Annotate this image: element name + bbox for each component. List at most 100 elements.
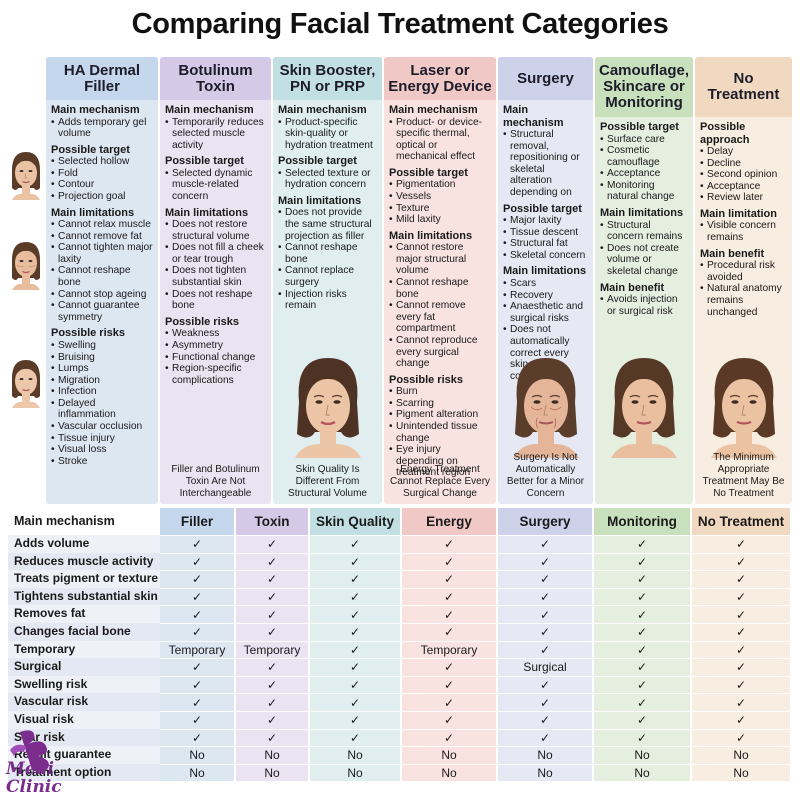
table-header-cell: Monitoring — [594, 508, 692, 535]
table-header-row: Main mechanism Filler Toxin Skin Quality… — [8, 508, 792, 535]
list-item: Texture — [389, 203, 491, 215]
list-item: Cannot restore major structural volume — [389, 242, 491, 277]
table-cell: ✓ — [498, 710, 594, 729]
row-label: Treats pigment or texture — [8, 570, 160, 588]
list-item: Structural fat — [503, 238, 588, 250]
list-item: Migration — [51, 375, 153, 387]
list-item: Recovery — [503, 290, 588, 302]
table-cell: No — [594, 746, 692, 764]
table-row: Result guarantee No No No No No No No — [8, 746, 792, 764]
list-item: Pigment alteration — [389, 409, 491, 421]
table-cell: ✓ — [160, 605, 236, 623]
table-cell: ✓ — [594, 552, 692, 571]
page-title: Comparing Facial Treatment Categories — [131, 8, 669, 40]
table-cell: No — [402, 746, 498, 764]
table-cell: ✓ — [160, 587, 236, 606]
table-cell: ✓ — [498, 693, 594, 711]
table-row: Treats pigment or texture ✓ ✓ ✓ ✓ ✓ ✓ ✓ — [8, 570, 792, 588]
table-header-cell: Surgery — [498, 508, 594, 535]
table-cell: ✓ — [594, 658, 692, 676]
list-item: Adds temporary gel volume — [51, 117, 153, 140]
list-item: Cannot reshape bone — [278, 242, 377, 265]
section-title: Main mechanism — [51, 104, 140, 116]
list-item: Mild laxity — [389, 214, 491, 226]
table-cell: ✓ — [692, 710, 792, 729]
table-cell: ✓ — [310, 587, 402, 606]
table-row: Removes fat ✓ ✓ ✓ ✓ ✓ ✓ ✓ — [8, 605, 792, 623]
table-row: Surgical ✓ ✓ ✓ ✓ Surgical ✓ ✓ — [8, 658, 792, 676]
table-cell: ✓ — [402, 535, 498, 553]
list-item: Contour — [51, 179, 153, 191]
table-cell: ✓ — [236, 552, 310, 571]
row-label: Surgical — [8, 658, 160, 676]
section-title: Possible risks — [51, 327, 125, 340]
table-cell: ✓ — [160, 535, 236, 553]
table-cell: ✓ — [160, 570, 236, 588]
face-illustration-marked — [12, 242, 40, 290]
column-header: HA Dermal Filler — [46, 57, 158, 100]
section-title: Possible target — [600, 121, 679, 133]
section-title: Main limitations — [165, 206, 249, 219]
section-title: Main benefit — [600, 281, 665, 294]
section-list: Product- or device-specific thermal, opt… — [389, 117, 491, 163]
table-cell: ✓ — [402, 587, 498, 606]
table-row: Reduces muscle activity ✓ ✓ ✓ ✓ ✓ ✓ ✓ — [8, 552, 792, 571]
list-item: Does not provide the same structural pro… — [278, 207, 377, 242]
list-item: Functional change — [165, 352, 266, 364]
column-surgery: Surgery Main mechanismStructural removal… — [498, 57, 593, 504]
table-cell: No — [402, 763, 498, 782]
list-item: Selected hollow — [51, 156, 153, 168]
list-item: Does not tighten substantial skin — [165, 265, 266, 288]
face-portrait-neutral — [611, 358, 677, 458]
list-item: Second opinion — [700, 169, 787, 181]
table-row: Scar risk ✓ ✓ ✓ ✓ ✓ ✓ ✓ — [8, 728, 792, 747]
list-item: Lumps — [51, 363, 153, 375]
section-title: Main limitations — [278, 194, 362, 207]
section-title: Possible target — [503, 202, 582, 215]
table-cell: No — [498, 746, 594, 764]
section-title: Possible target — [51, 143, 130, 156]
section-title: Main limitation — [700, 207, 777, 220]
section-title: Main mechanism — [278, 104, 367, 116]
column-camouflage-skincare: Camouflage, Skincare or Monitoring Possi… — [595, 57, 693, 504]
table-cell: ✓ — [498, 535, 594, 553]
column-caption: Surgery Is Not Automatically Better for … — [506, 452, 585, 499]
list-item: Eye injury depending on treatment region — [389, 444, 491, 479]
table-cell: ✓ — [594, 675, 692, 694]
list-item: Vascular occlusion — [51, 421, 153, 433]
table-cell: ✓ — [236, 587, 310, 606]
table-cell: ✓ — [692, 640, 792, 659]
table-row: Treatment option No No No No No No No — [8, 763, 792, 782]
list-item: Tissue descent — [503, 227, 588, 239]
list-item: Structural removal, repositioning or ske… — [503, 129, 588, 199]
table-cell: ✓ — [402, 675, 498, 694]
column-body: Possible targetSurface careCosmetic camo… — [595, 117, 693, 317]
section-list: Does not provide the same structural pro… — [278, 207, 377, 311]
table-cell: ✓ — [498, 640, 594, 659]
column-caption: The Minimum Appropriate Treatment May Be… — [702, 452, 785, 499]
table-cell: ✓ — [692, 728, 792, 747]
list-item: Temporarily reduces selected muscle acti… — [165, 117, 266, 152]
section-list: Product-specific skin-quality or hydrati… — [278, 117, 377, 152]
row-label: Vascular risk — [8, 693, 160, 711]
table-header-cell: No Treatment — [692, 508, 792, 535]
table-cell: ✓ — [498, 622, 594, 641]
table-cell: ✓ — [160, 622, 236, 641]
section-title: Main mechanism — [503, 104, 564, 129]
list-item: Skeletal concern — [503, 250, 588, 262]
table-cell: ✓ — [310, 622, 402, 641]
table-header-cell: Toxin — [236, 508, 310, 535]
table-cell: ✓ — [310, 675, 402, 694]
table-cell: No — [310, 746, 402, 764]
table-cell: Temporary — [402, 640, 498, 659]
list-item: Cosmetic camouflage — [600, 145, 688, 168]
row-label: Tightens substantial skin — [8, 587, 160, 606]
section-list: Structural concern remainsDoes not creat… — [600, 220, 688, 278]
list-item: Review later — [700, 192, 787, 204]
list-item: Visual loss — [51, 444, 153, 456]
list-item: Delay — [700, 146, 787, 158]
table-cell: ✓ — [236, 728, 310, 747]
list-item: Cannot reshape bone — [51, 265, 153, 288]
list-item: Bruising — [51, 352, 153, 364]
table-cell: ✓ — [236, 605, 310, 623]
